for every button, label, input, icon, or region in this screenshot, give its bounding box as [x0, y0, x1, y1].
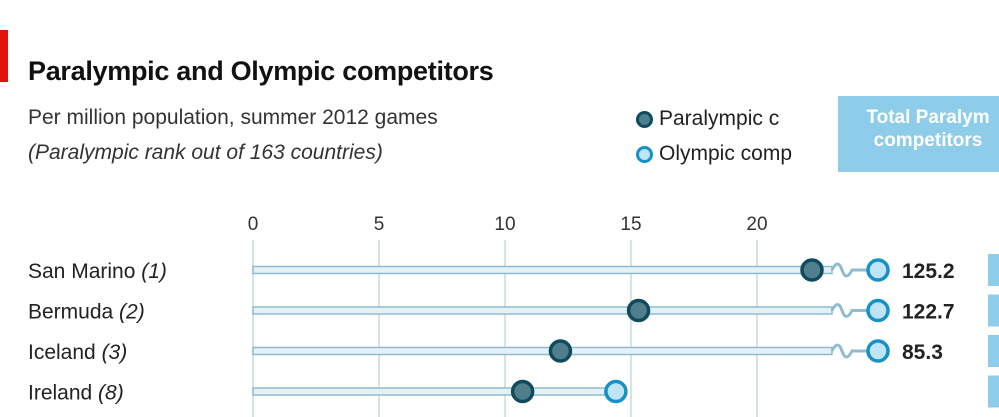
paralympic-point	[510, 379, 535, 404]
legend-paralympic: Paralympic c	[636, 107, 810, 131]
chart-subtitle: Per million population, summer 2012 game…	[28, 106, 438, 129]
country-name: Ireland	[28, 382, 98, 405]
olympic-value-label: 122.7	[902, 301, 955, 324]
connector-bar	[252, 387, 617, 396]
total-header-line-1: Total Paralym	[866, 107, 990, 128]
chart-note: (Paralympic rank out of 163 countries)	[28, 141, 383, 164]
chart-title: Paralympic and Olympic competitors	[28, 56, 494, 86]
paralympic-dot-icon	[636, 110, 653, 128]
x-tick-label-4: 20	[746, 214, 767, 235]
olympic-point	[604, 379, 628, 404]
paralympic-point	[626, 298, 651, 323]
x-tick-label-1: 5	[374, 214, 385, 235]
olympic-point	[866, 298, 890, 323]
connector-bar	[252, 306, 833, 315]
legend-olympic: Olympic comp	[636, 142, 810, 166]
axis-break	[830, 262, 878, 278]
paralympic-rank: (8)	[98, 382, 124, 405]
red-corner-tag	[0, 30, 8, 82]
total-bar	[988, 254, 999, 286]
connector-bar	[252, 265, 833, 275]
total-bar	[988, 335, 999, 367]
paralympic-point	[548, 339, 573, 363]
total-bar	[988, 375, 999, 408]
paralympic-rank: (1)	[141, 260, 167, 283]
country-name: San Marino	[28, 260, 141, 283]
legend-paralympic-label: Paralympic c	[659, 107, 780, 130]
connector-bar	[252, 346, 833, 356]
x-tick-label-2: 10	[494, 214, 515, 235]
table-row: Ireland (8)	[28, 375, 999, 408]
total-header-line-2: competitors	[873, 130, 983, 151]
row-label: Iceland (3)	[28, 341, 127, 364]
row-label: San Marino (1)	[28, 260, 167, 283]
axis-break	[830, 303, 878, 318]
country-name: Bermuda	[28, 301, 119, 324]
x-tick-label-3: 15	[620, 214, 641, 235]
olympic-point	[866, 258, 890, 282]
row-label: Ireland (8)	[28, 382, 124, 405]
x-tick-label-0: 0	[248, 214, 259, 235]
paralympic-rank: (3)	[102, 341, 128, 364]
table-row: San Marino (1) 125.2	[28, 254, 999, 286]
olympic-point	[866, 339, 890, 363]
olympic-dot-icon	[636, 145, 653, 163]
olympic-value-label: 85.3	[902, 341, 943, 364]
total-competitors-header: Total Paralym competitors	[838, 96, 999, 172]
table-row: Bermuda (2) 122.7	[28, 294, 999, 327]
paralympic-rank: (2)	[119, 301, 145, 324]
axis-break	[830, 343, 878, 359]
table-row: Iceland (3) 85.3	[28, 335, 999, 367]
legend-olympic-label: Olympic comp	[659, 142, 793, 165]
country-name: Iceland	[28, 341, 102, 364]
row-label: Bermuda (2)	[28, 301, 145, 324]
olympic-value-label: 125.2	[902, 260, 955, 283]
total-bar	[988, 294, 999, 327]
paralympic-point	[800, 258, 824, 282]
